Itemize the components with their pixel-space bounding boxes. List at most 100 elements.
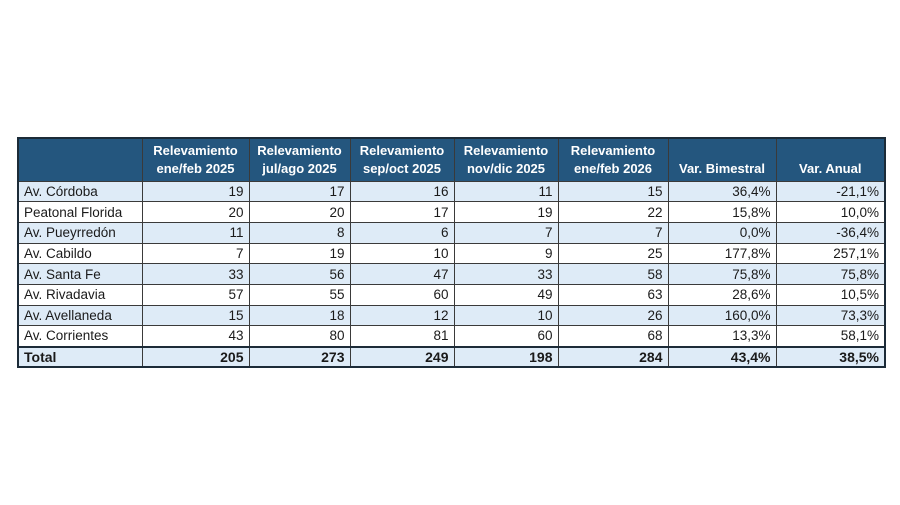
header-line2: sep/oct 2025 [362,160,442,176]
row-av-corrientes: Av. Corrientes 43 80 81 60 68 13,3% 58,1… [17,325,886,347]
header-relevamiento-jul-ago-2025: Relevamiento jul/ago 2025 [248,137,351,182]
cell: 47 [349,263,455,285]
cell: 15 [557,180,669,203]
row-label: Av. Santa Fe [17,263,143,285]
cell: 7 [141,242,250,265]
row-av-rivadavia: Av. Rivadavia 57 55 60 49 63 28,6% 10,5% [17,283,886,306]
header-var-bimestral: Var. Bimestral [667,137,777,182]
cell: 18 [248,304,351,327]
header-line2: Var. Bimestral [679,160,765,176]
total-cell: 273 [248,345,351,368]
cell: 33 [453,263,559,285]
cell: 43 [141,325,250,347]
cell: 20 [248,201,351,223]
row-av-pueyrredon: Av. Pueyrredón 11 8 6 7 7 0,0% -36,4% [17,221,886,244]
cell: 19 [141,180,250,203]
header-line1: Relevamiento [153,142,238,158]
cell: 57 [141,283,250,306]
header-relevamiento-ene-feb-2026: Relevamiento ene/feb 2026 [557,137,669,182]
row-label: Peatonal Florida [17,201,143,223]
cell: 80 [248,325,351,347]
cell: 7 [453,221,559,244]
cell-var-bimestral: 36,4% [667,180,777,203]
cell: 68 [557,325,669,347]
cell: 60 [453,325,559,347]
cell-var-anual: -21,1% [775,180,886,203]
header-line1: Relevamiento [463,142,549,158]
cell-var-anual: 257,1% [775,242,886,265]
cell-var-anual: 10,5% [775,283,886,306]
cell: 33 [141,263,250,285]
header-relevamiento-sep-oct-2025: Relevamiento sep/oct 2025 [349,137,455,182]
cell: 20 [141,201,250,223]
cell-var-anual: 73,3% [775,304,886,327]
total-cell: 205 [141,345,250,368]
cell-var-anual: 75,8% [775,263,886,285]
cell: 56 [248,263,351,285]
cell: 16 [349,180,455,203]
header-line2: ene/feb 2025 [156,160,235,176]
cell: 26 [557,304,669,327]
row-av-avellaneda: Av. Avellaneda 15 18 12 10 26 160,0% 73,… [17,304,886,327]
row-peatonal-florida: Peatonal Florida 20 20 17 19 22 15,8% 10… [17,201,886,223]
cell: 60 [349,283,455,306]
total-cell: 284 [557,345,669,368]
row-label: Av. Cabildo [17,242,143,265]
cell: 19 [453,201,559,223]
cell: 6 [349,221,455,244]
cell: 55 [248,283,351,306]
cell-var-bimestral: 75,8% [667,263,777,285]
header-line1: Relevamiento [257,142,342,158]
header-relevamiento-ene-feb-2025: Relevamiento ene/feb 2025 [141,137,250,182]
row-total: Total 205 273 249 198 284 43,4% 38,5% [17,345,886,368]
header-line1: Relevamiento [570,142,656,158]
cell: 19 [248,242,351,265]
cell: 10 [453,304,559,327]
cell: 81 [349,325,455,347]
cell: 10 [349,242,455,265]
cell-var-bimestral: 13,3% [667,325,777,347]
cell: 17 [248,180,351,203]
cell: 11 [141,221,250,244]
cell-var-bimestral: 15,8% [667,201,777,223]
header-rowlabel [17,137,143,182]
header-row: Relevamiento ene/feb 2025 Relevamiento j… [17,137,886,182]
header-var-anual: Var. Anual [775,137,886,182]
cell-var-bimestral: 177,8% [667,242,777,265]
row-av-santa-fe: Av. Santa Fe 33 56 47 33 58 75,8% 75,8% [17,263,886,285]
header-line2: jul/ago 2025 [262,160,337,176]
total-cell-var-anual: 38,5% [775,345,886,368]
cell: 22 [557,201,669,223]
cell: 58 [557,263,669,285]
total-label: Total [17,345,143,368]
header-line1: Relevamiento [359,142,445,158]
row-label: Av. Pueyrredón [17,221,143,244]
cell-var-bimestral: 28,6% [667,283,777,306]
cell: 7 [557,221,669,244]
header-relevamiento-nov-dic-2025: Relevamiento nov/dic 2025 [453,137,559,182]
cell-var-anual: 10,0% [775,201,886,223]
row-label: Av. Rivadavia [17,283,143,306]
cell: 49 [453,283,559,306]
cell: 15 [141,304,250,327]
cell: 8 [248,221,351,244]
row-av-cabildo: Av. Cabildo 7 19 10 9 25 177,8% 257,1% [17,242,886,265]
row-label: Av. Córdoba [17,180,143,203]
header-line2: ene/feb 2026 [573,160,653,176]
cell: 63 [557,283,669,306]
cell-var-bimestral: 160,0% [667,304,777,327]
cell-var-anual: -36,4% [775,221,886,244]
row-label: Av. Avellaneda [17,304,143,327]
row-label: Av. Corrientes [17,325,143,347]
total-cell: 198 [453,345,559,368]
cell: 9 [453,242,559,265]
header-line2: Var. Anual [799,160,862,176]
cell: 17 [349,201,455,223]
header-line2: nov/dic 2025 [466,160,546,176]
cell-var-anual: 58,1% [775,325,886,347]
row-av-cordoba: Av. Córdoba 19 17 16 11 15 36,4% -21,1% [17,180,886,203]
cell: 25 [557,242,669,265]
total-cell-var-bimestral: 43,4% [667,345,777,368]
survey-table: Relevamiento ene/feb 2025 Relevamiento j… [17,137,886,369]
